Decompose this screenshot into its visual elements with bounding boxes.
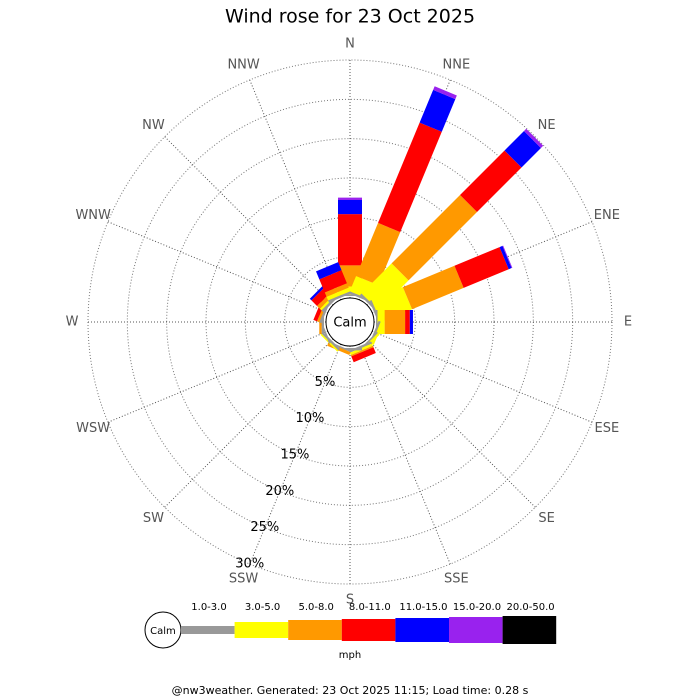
- bars: [309, 86, 544, 363]
- bar-segment: [502, 245, 513, 269]
- legend-swatch: [341, 619, 396, 641]
- direction-label: W: [66, 315, 79, 330]
- r-tick-label: 5%: [315, 375, 336, 390]
- direction-label: ENE: [594, 208, 620, 223]
- legend-swatch: [234, 622, 289, 638]
- chart-title: Wind rose for 23 Oct 2025: [225, 6, 475, 28]
- bar-segment: [356, 222, 401, 286]
- bar-segment: [351, 347, 376, 363]
- bar-segment: [324, 283, 349, 297]
- r-tick-label: 15%: [280, 448, 309, 463]
- footer: @nw3weather. Generated: 23 Oct 2025 11:1…: [172, 684, 529, 697]
- bar-segment: [328, 291, 352, 303]
- calm-label: Calm: [333, 316, 366, 331]
- direction-label: SSE: [444, 571, 469, 586]
- direction-label: N: [345, 37, 355, 52]
- spoke: [107, 221, 351, 323]
- direction-label: S: [346, 593, 354, 608]
- direction-label: SW: [143, 511, 164, 526]
- legend-label: 15.0-20.0: [453, 602, 501, 613]
- bar-segment: [504, 131, 541, 168]
- legend-label: 20.0-50.0: [507, 602, 555, 613]
- calm-circle: [325, 297, 375, 347]
- direction-label: ESE: [594, 421, 619, 436]
- direction-label: WSW: [76, 421, 110, 436]
- bar-segment: [350, 345, 374, 357]
- bar-segment: [402, 265, 464, 310]
- legend-swatch: [502, 616, 557, 644]
- legend-swatch: [288, 620, 342, 640]
- spoke: [349, 321, 536, 508]
- direction-label: NNE: [443, 58, 471, 73]
- direction-label: E: [624, 315, 632, 330]
- bar-segment: [378, 122, 442, 233]
- legend-label: 3.0-5.0: [245, 602, 280, 613]
- bar-segment: [433, 86, 457, 100]
- legend-label: 1.0-3.0: [191, 602, 226, 613]
- legend-label: 11.0-15.0: [399, 602, 447, 613]
- spoke: [349, 321, 451, 565]
- r-tick-label: 20%: [265, 484, 294, 499]
- bar-segment: [321, 331, 341, 351]
- spoke: [349, 321, 593, 423]
- grid-ring: [284, 256, 416, 388]
- legend-label: 5.0-8.0: [298, 602, 333, 613]
- bar-segment: [338, 197, 362, 201]
- r-tick-label: 25%: [250, 520, 279, 535]
- r-tick-label: 30%: [235, 557, 264, 572]
- bar-segment: [391, 195, 477, 281]
- legend-unit: mph: [339, 650, 361, 661]
- bar-segment: [523, 128, 544, 149]
- legend-calm-label: Calm: [150, 626, 176, 637]
- legend-swatch: [181, 626, 235, 634]
- direction-label: SSW: [229, 571, 259, 586]
- bar-segment: [419, 89, 456, 132]
- bar-segment: [326, 287, 351, 301]
- legend-swatch: [449, 617, 503, 643]
- direction-label: NW: [142, 118, 165, 133]
- grid: N NNE NE ENE E ESE SE SSE S SSW SW WSW W WNW NW NNW: [66, 37, 633, 608]
- bar-segment: [384, 310, 406, 334]
- r-tick-label: 10%: [295, 411, 324, 426]
- bar-segment: [405, 310, 410, 334]
- bar-segment: [454, 247, 509, 288]
- bar-segment: [316, 262, 342, 280]
- bar-segment: [409, 310, 413, 334]
- bar-segment: [361, 263, 409, 311]
- direction-label: WNW: [75, 208, 111, 223]
- r-ticks: 5% 10% 15% 20% 25% 30%: [235, 375, 335, 572]
- bar-segment: [319, 270, 347, 293]
- direction-label: NE: [538, 118, 556, 133]
- direction-label: NNW: [227, 58, 259, 73]
- spoke: [107, 321, 351, 423]
- bar-segment: [460, 150, 522, 212]
- bar-segment: [338, 200, 362, 215]
- legend-swatch: [395, 618, 449, 642]
- legend: Calm mph 1.0-3.0 3.0-5.0 5.0-8.0 8.0-11.0 11…: [144, 602, 557, 661]
- bar-segment: [499, 245, 512, 270]
- direction-label: SE: [538, 511, 554, 526]
- legend-label: 8.0-11.0: [349, 602, 391, 613]
- bar-segment: [338, 214, 362, 266]
